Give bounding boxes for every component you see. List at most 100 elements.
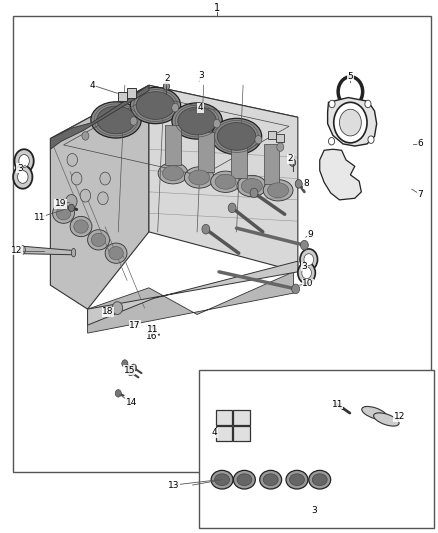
Ellipse shape — [263, 180, 293, 201]
Text: 3: 3 — [17, 164, 23, 173]
Text: 11: 11 — [332, 400, 343, 408]
Ellipse shape — [312, 474, 327, 486]
Circle shape — [100, 172, 110, 185]
Ellipse shape — [88, 230, 110, 250]
Bar — [264, 144, 279, 184]
Circle shape — [127, 368, 134, 376]
Text: 6: 6 — [417, 140, 424, 148]
Bar — [231, 138, 247, 178]
Circle shape — [295, 180, 302, 188]
Text: 11: 11 — [147, 325, 158, 334]
Circle shape — [290, 159, 296, 166]
Circle shape — [298, 262, 315, 284]
Polygon shape — [50, 85, 149, 149]
Bar — [199, 370, 434, 528]
Text: 16: 16 — [146, 333, 158, 341]
Ellipse shape — [109, 247, 124, 260]
Ellipse shape — [217, 123, 256, 150]
Circle shape — [302, 267, 311, 279]
Ellipse shape — [56, 206, 71, 220]
Circle shape — [300, 240, 308, 250]
Polygon shape — [50, 85, 298, 173]
Polygon shape — [328, 98, 377, 146]
Polygon shape — [23, 246, 74, 255]
Text: 4: 4 — [198, 103, 203, 112]
Ellipse shape — [237, 175, 267, 197]
Circle shape — [163, 83, 170, 90]
Circle shape — [202, 224, 210, 234]
Bar — [233, 426, 250, 441]
Circle shape — [112, 302, 123, 314]
Bar — [233, 410, 250, 425]
Circle shape — [365, 100, 371, 108]
Text: 2: 2 — [165, 75, 170, 83]
Ellipse shape — [268, 183, 289, 198]
Text: 3: 3 — [301, 262, 307, 271]
Circle shape — [122, 360, 128, 367]
Ellipse shape — [91, 102, 141, 138]
Ellipse shape — [309, 470, 331, 489]
Ellipse shape — [130, 87, 180, 124]
Text: 2: 2 — [288, 155, 293, 163]
Circle shape — [71, 172, 82, 185]
Ellipse shape — [20, 246, 25, 254]
Ellipse shape — [215, 474, 230, 486]
Circle shape — [66, 195, 77, 208]
Ellipse shape — [105, 243, 127, 263]
Bar — [276, 134, 284, 142]
Text: 7: 7 — [417, 190, 424, 199]
Ellipse shape — [74, 220, 88, 233]
Ellipse shape — [374, 413, 399, 426]
Circle shape — [250, 188, 258, 198]
Ellipse shape — [189, 170, 210, 185]
Text: 4: 4 — [212, 429, 217, 437]
Ellipse shape — [172, 103, 222, 139]
Circle shape — [300, 249, 318, 270]
Circle shape — [68, 204, 74, 212]
Circle shape — [255, 135, 262, 144]
Circle shape — [329, 100, 335, 108]
Ellipse shape — [260, 470, 282, 489]
Bar — [216, 410, 232, 425]
Polygon shape — [320, 149, 361, 200]
Circle shape — [18, 171, 28, 183]
Ellipse shape — [97, 106, 135, 134]
Polygon shape — [50, 85, 149, 309]
Text: 9: 9 — [307, 230, 313, 239]
Circle shape — [80, 189, 91, 202]
Ellipse shape — [53, 203, 74, 223]
Circle shape — [334, 102, 367, 143]
Text: 3: 3 — [198, 71, 205, 80]
Circle shape — [131, 364, 137, 372]
Text: 15: 15 — [124, 366, 135, 375]
Text: 3: 3 — [311, 506, 318, 514]
Text: 18: 18 — [102, 308, 114, 316]
Ellipse shape — [362, 407, 387, 419]
Circle shape — [277, 143, 284, 151]
Bar — [127, 88, 136, 98]
Circle shape — [368, 136, 374, 143]
Ellipse shape — [158, 163, 188, 184]
Circle shape — [19, 155, 29, 167]
Bar — [268, 131, 276, 139]
Ellipse shape — [184, 167, 214, 188]
Bar — [198, 132, 214, 172]
Circle shape — [328, 138, 335, 145]
Circle shape — [13, 165, 32, 189]
Ellipse shape — [136, 92, 175, 119]
Ellipse shape — [178, 107, 216, 135]
Text: 4: 4 — [90, 81, 95, 90]
Polygon shape — [88, 272, 293, 333]
Polygon shape — [88, 261, 298, 325]
Circle shape — [130, 117, 137, 125]
Polygon shape — [149, 85, 298, 272]
Circle shape — [228, 203, 236, 213]
Ellipse shape — [215, 174, 236, 189]
Text: 13: 13 — [168, 481, 180, 489]
Ellipse shape — [211, 470, 233, 489]
Text: 5: 5 — [347, 72, 353, 80]
Circle shape — [172, 103, 179, 112]
Ellipse shape — [91, 233, 106, 247]
Ellipse shape — [233, 470, 255, 489]
Ellipse shape — [70, 216, 92, 237]
